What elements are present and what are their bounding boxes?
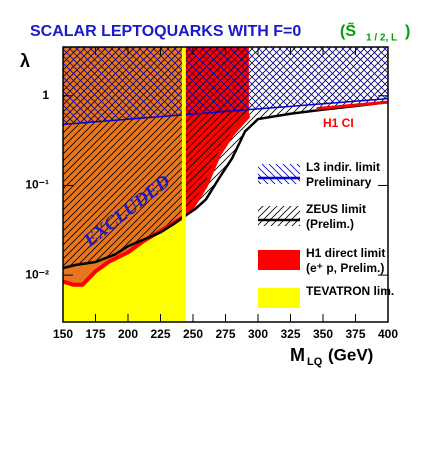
h1-ci-label: H1 CI xyxy=(323,116,354,130)
h1-ci-line xyxy=(316,100,388,111)
signature-close: ) xyxy=(405,23,410,40)
legend-swatch xyxy=(258,250,300,270)
legend-note: (e⁺ p, Prelim.) xyxy=(306,261,384,275)
x-tick-label: 300 xyxy=(248,327,268,341)
zeus-limit-line xyxy=(63,100,388,270)
y-tick-label: 10⁻² xyxy=(25,267,49,281)
legend-label: H1 direct limit xyxy=(306,246,385,260)
l3-limit-line xyxy=(63,97,388,126)
x-tick-label: 225 xyxy=(150,327,170,341)
chart-title: SCALAR LEPTOQUARKS WITH F=0 xyxy=(30,23,301,40)
x-tick-label: 200 xyxy=(118,327,138,341)
legend-swatch xyxy=(258,288,300,308)
x-tick-label: 375 xyxy=(345,327,365,341)
x-tick-label: 325 xyxy=(280,327,300,341)
x-tick-label: 350 xyxy=(313,327,333,341)
x-tick-label: 175 xyxy=(85,327,105,341)
x-tick-label: 250 xyxy=(183,327,203,341)
plot-area xyxy=(63,47,388,322)
legend-label: TEVATRON lim. xyxy=(306,284,394,298)
legend-swatch xyxy=(258,164,300,184)
y-tick-label: 1 xyxy=(42,88,49,102)
x-axis-label-sub: LQ xyxy=(307,356,323,368)
y-axis-label: λ xyxy=(20,51,30,71)
signature: (S̃ xyxy=(340,20,356,40)
legend-label: ZEUS limit xyxy=(306,202,366,216)
signature-sub: 1 / 2, L xyxy=(366,33,397,44)
legend-swatch xyxy=(258,206,300,226)
y-tick-label: 10⁻¹ xyxy=(25,178,49,192)
x-tick-label: 150 xyxy=(53,327,73,341)
x-tick-label: 400 xyxy=(378,327,398,341)
x-tick-label: 275 xyxy=(215,327,235,341)
legend-label: L3 indir. limit xyxy=(306,160,380,174)
legend-note: Preliminary xyxy=(306,175,372,189)
legend-note: (Prelim.) xyxy=(306,217,354,231)
x-axis-label: M xyxy=(290,345,305,365)
x-axis-unit: (GeV) xyxy=(328,345,373,364)
